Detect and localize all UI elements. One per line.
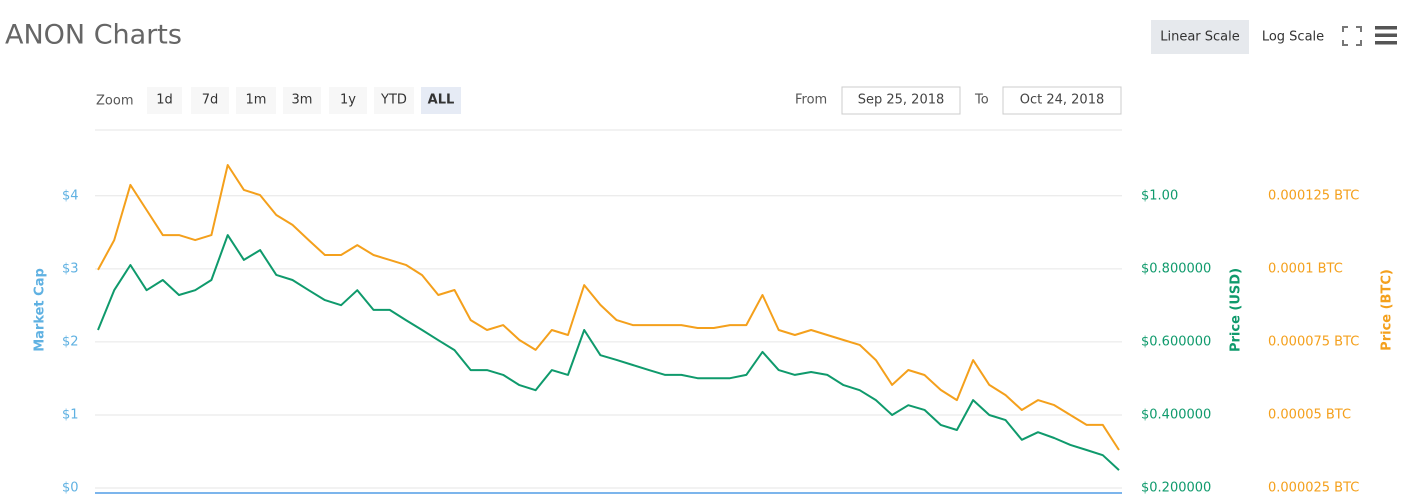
page-title: ANON Charts <box>5 20 182 51</box>
fullscreen-icon[interactable] <box>1342 26 1362 46</box>
zoom-button-bg[interactable] <box>191 87 229 114</box>
log-scale-button[interactable]: Log Scale <box>1262 30 1324 45</box>
y3-tick-label: 0.000075 BTC <box>1268 334 1359 349</box>
y-tick-label: $2 <box>62 334 79 349</box>
y2-tick-label: $0.800000 <box>1141 262 1211 277</box>
zoom-button-bg[interactable] <box>329 87 367 114</box>
button-bg[interactable] <box>1151 20 1249 54</box>
y3-tick-label: 0.0001 BTC <box>1268 261 1343 276</box>
y-tick-label: $0 <box>62 481 79 496</box>
from-date[interactable]: Sep 25, 2018 <box>858 93 945 108</box>
zoom-button[interactable]: 7d <box>202 93 219 108</box>
y2-tick-label: $1.00 <box>1141 189 1178 204</box>
zoom-button[interactable]: 1m <box>246 93 267 108</box>
zoom-button[interactable]: 3m <box>292 93 313 108</box>
to-label: To <box>974 93 989 108</box>
zoom-button[interactable]: 1d <box>156 93 173 108</box>
zoom-button-bg[interactable] <box>374 87 414 114</box>
price-line <box>97 234 1120 471</box>
y-tick-label: $1 <box>62 407 79 422</box>
axis-title: Price (BTC) <box>1380 269 1395 351</box>
y3-tick-label: 0.00005 BTC <box>1268 407 1351 422</box>
axis-title: Price (USD) <box>1229 268 1244 352</box>
zoom-button[interactable]: YTD <box>380 93 407 108</box>
linear-scale-button[interactable]: Linear Scale <box>1160 30 1240 45</box>
zoom-button-bg[interactable] <box>147 87 182 114</box>
zoom-button-bg[interactable] <box>421 87 461 114</box>
from-input[interactable] <box>841 86 961 115</box>
y3-tick-label: 0.000125 BTC <box>1268 188 1359 203</box>
y-tick-label: $4 <box>62 188 79 203</box>
y-tick-label: $3 <box>62 261 79 276</box>
price-line <box>97 164 1120 451</box>
menu-icon[interactable] <box>1375 26 1397 45</box>
zoom-button-bg[interactable] <box>283 87 321 114</box>
from-label: From <box>795 93 827 108</box>
zoom-button[interactable]: 1y <box>340 93 356 108</box>
zoom-button[interactable]: ALL <box>428 93 455 108</box>
axis-title: Market Cap <box>33 268 48 352</box>
to-input[interactable] <box>1002 86 1122 115</box>
y2-tick-label: $0.600000 <box>1141 335 1211 350</box>
y2-tick-label: $0.400000 <box>1141 408 1211 423</box>
zoom-label: Zoom <box>96 94 133 109</box>
to-date[interactable]: Oct 24, 2018 <box>1020 93 1105 108</box>
zoom-button-bg[interactable] <box>236 87 276 114</box>
y3-tick-label: 0.000025 BTC <box>1268 481 1359 496</box>
y2-tick-label: $0.200000 <box>1141 481 1211 496</box>
